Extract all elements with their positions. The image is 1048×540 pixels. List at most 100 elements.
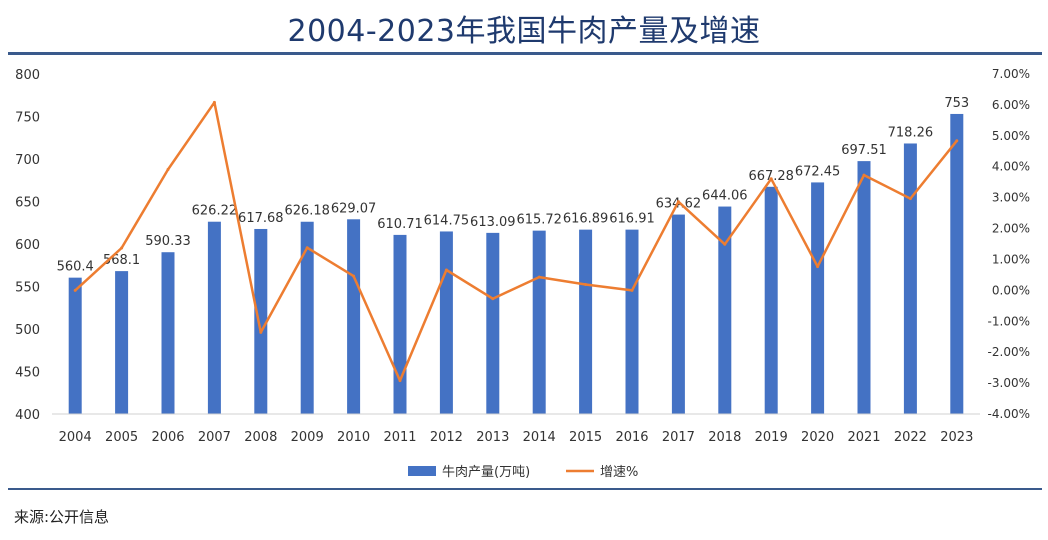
bar (300, 221, 314, 414)
x-tick-label: 2014 (523, 430, 556, 445)
x-tick-label: 2019 (755, 430, 788, 445)
legend-bar-swatch (408, 466, 436, 476)
source-note: 来源:公开信息 (14, 508, 110, 526)
line-point (352, 274, 356, 278)
right-tick-label: 4.00% (992, 160, 1030, 174)
line-series (73, 100, 959, 383)
bar (671, 214, 685, 414)
line-point (537, 275, 541, 279)
bar (857, 161, 871, 414)
left-tick-label: 650 (15, 196, 40, 211)
bar-value-label: 617.68 (238, 211, 284, 226)
bar (254, 228, 268, 414)
bar-value-label: 718.26 (888, 125, 934, 140)
x-tick-label: 2020 (801, 430, 834, 445)
bar-value-label: 672.45 (795, 164, 841, 179)
right-axis-ticks: -4.00% -3.00% -2.00% -1.00% 0.00% 1.00% 2.00% 3… (988, 67, 1030, 421)
bar-value-label: 613.09 (470, 215, 516, 230)
legend-bar-label: 牛肉产量(万吨) (442, 465, 530, 480)
bar-series (68, 113, 964, 414)
right-tick-label: -2.00% (988, 345, 1030, 359)
right-tick-label: 2.00% (992, 222, 1030, 236)
bar (903, 143, 917, 414)
legend: 牛肉产量(万吨) 增速% (408, 465, 638, 480)
x-tick-label: 2022 (894, 430, 927, 445)
left-tick-label: 550 (15, 281, 40, 296)
x-tick-label: 2018 (708, 430, 741, 445)
left-tick-label: 800 (15, 68, 40, 83)
line-point (212, 100, 216, 104)
bar (439, 231, 453, 414)
bar (625, 229, 639, 414)
line-point (259, 330, 263, 334)
right-tick-label: 1.00% (992, 252, 1030, 266)
growth-line (74, 101, 958, 382)
bar (579, 229, 593, 414)
bar (718, 206, 732, 414)
left-tick-label: 700 (15, 153, 40, 168)
bar-value-label: 644.06 (702, 189, 748, 204)
x-tick-label: 2005 (105, 430, 138, 445)
x-tick-label: 2008 (244, 430, 277, 445)
x-tick-label: 2012 (430, 430, 463, 445)
bar-value-label: 667.28 (748, 169, 794, 184)
bar (115, 271, 129, 414)
x-tick-label: 2016 (615, 430, 648, 445)
bar (68, 277, 82, 414)
right-tick-label: 0.00% (992, 283, 1030, 297)
line-point (444, 268, 448, 272)
line-point (769, 177, 773, 181)
x-tick-label: 2017 (662, 430, 695, 445)
left-tick-label: 750 (15, 111, 40, 126)
x-tick-label: 2004 (59, 430, 92, 445)
bar-value-label: 616.89 (563, 212, 609, 227)
line-point (166, 168, 170, 172)
right-tick-label: -1.00% (988, 314, 1030, 328)
bar-value-label: 626.22 (192, 204, 238, 219)
right-tick-label: -3.00% (988, 376, 1030, 390)
left-tick-label: 450 (15, 366, 40, 381)
bar-value-label: 615.72 (516, 213, 562, 228)
line-point (73, 288, 77, 292)
page-title: 2004-2023年我国牛肉产量及增速 (287, 14, 761, 49)
x-tick-label: 2010 (337, 430, 370, 445)
line-point (491, 297, 495, 301)
x-axis-labels: 2004 2005 2006 2007 2008 2009 2010 2011 2012 2013… (59, 430, 974, 445)
left-tick-label: 400 (15, 408, 40, 423)
bar-value-label: 610.71 (377, 217, 423, 232)
chart: 400 450 500 550 600 650 700 750 800 -4.00% -3.00%… (15, 67, 1030, 480)
x-tick-label: 2007 (198, 430, 231, 445)
bar-value-label: 629.07 (331, 201, 377, 216)
left-tick-label: 600 (15, 238, 40, 253)
line-point (723, 242, 727, 246)
line-point (305, 246, 309, 250)
line-point (908, 197, 912, 201)
bar (532, 230, 546, 414)
bar (393, 234, 407, 414)
right-tick-label: 6.00% (992, 98, 1030, 112)
line-point (862, 173, 866, 177)
bar (347, 219, 361, 414)
bar-value-label: 753 (944, 96, 969, 111)
x-tick-label: 2021 (847, 430, 880, 445)
line-point (816, 265, 820, 269)
x-tick-label: 2011 (383, 430, 416, 445)
x-tick-label: 2013 (476, 430, 509, 445)
bar (764, 186, 778, 414)
bar-value-label: 590.33 (145, 234, 191, 249)
bar (950, 113, 964, 414)
top-divider (8, 52, 1042, 55)
left-axis-ticks: 400 450 500 550 600 650 700 750 800 (15, 68, 40, 423)
line-point (630, 288, 634, 292)
right-tick-label: -4.00% (988, 407, 1030, 421)
right-tick-label: 3.00% (992, 191, 1030, 205)
bar-value-label: 626.18 (284, 204, 330, 219)
bottom-divider (8, 488, 1042, 490)
line-point (398, 379, 402, 383)
x-tick-label: 2006 (151, 430, 184, 445)
bar (161, 252, 175, 414)
x-tick-label: 2023 (940, 430, 973, 445)
line-point (955, 139, 959, 143)
bar-value-label: 697.51 (841, 143, 887, 158)
